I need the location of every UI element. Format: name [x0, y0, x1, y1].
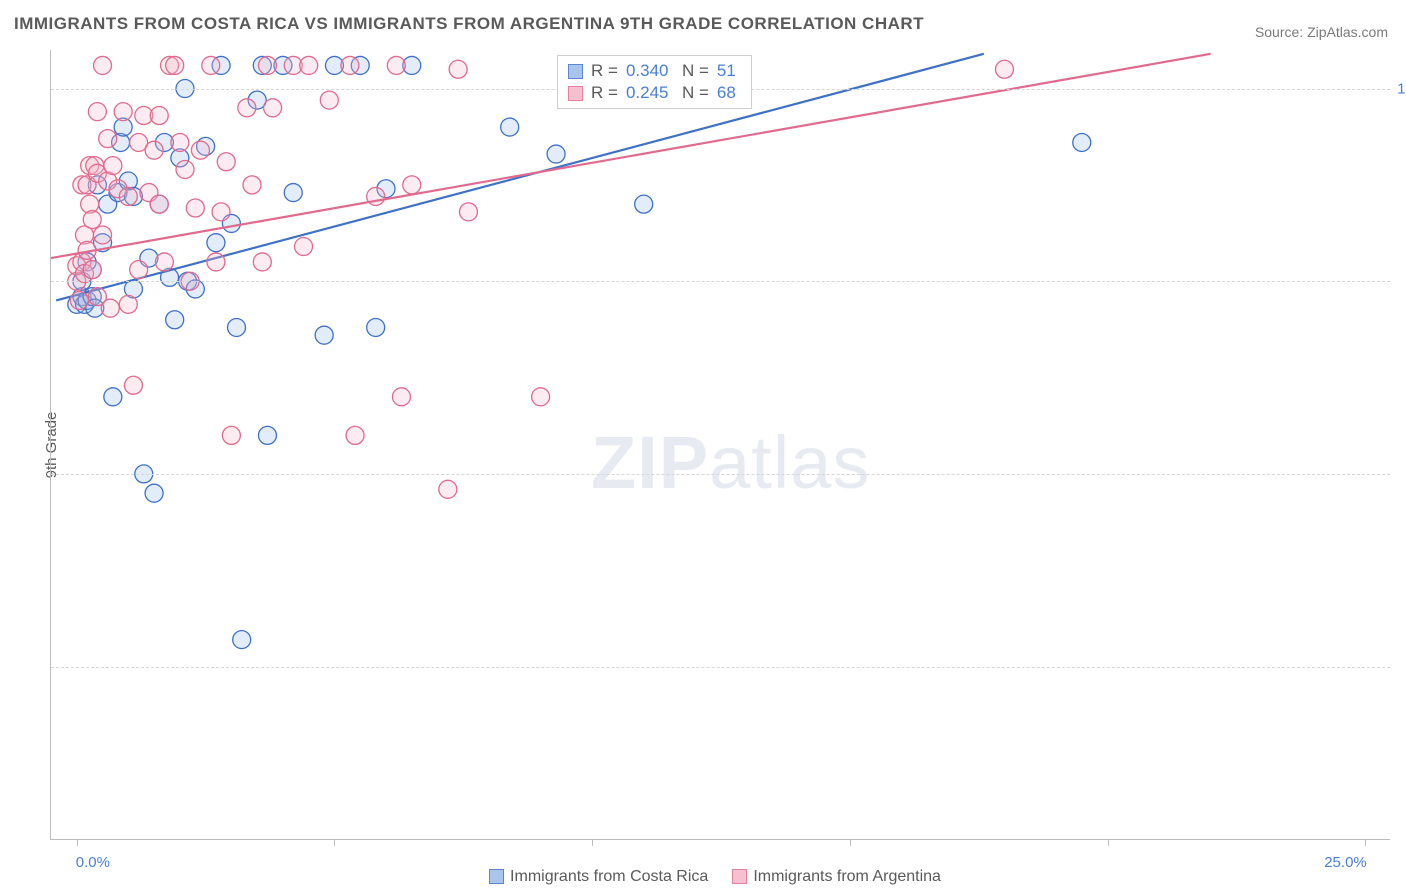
- scatter-point: [171, 133, 189, 151]
- legend-row: R = 0.245 N = 68: [568, 82, 741, 104]
- series-swatch: [732, 869, 747, 884]
- scatter-point: [243, 176, 261, 194]
- scatter-point: [341, 56, 359, 74]
- scatter-point: [119, 187, 137, 205]
- scatter-point: [635, 195, 653, 213]
- scatter-point: [547, 145, 565, 163]
- scatter-point: [1073, 133, 1091, 151]
- scatter-point: [439, 480, 457, 498]
- scatter-point: [258, 426, 276, 444]
- scatter-point: [264, 99, 282, 117]
- scatter-point: [83, 211, 101, 229]
- scatter-point: [130, 261, 148, 279]
- plot-area: ZIPatlas 85.0%90.0%95.0%100.0%: [50, 50, 1390, 840]
- legend-r-value: 0.245: [626, 83, 674, 103]
- scatter-point: [501, 118, 519, 136]
- grid-line: [51, 281, 1390, 282]
- legend-r-label: R =: [591, 61, 618, 81]
- legend-n-label: N =: [682, 83, 709, 103]
- scatter-point: [207, 253, 225, 271]
- scatter-point: [459, 203, 477, 221]
- scatter-point: [114, 103, 132, 121]
- scatter-point: [295, 238, 313, 256]
- scatter-point: [166, 56, 184, 74]
- scatter-point: [315, 326, 333, 344]
- scatter-point: [150, 195, 168, 213]
- scatter-point: [104, 157, 122, 175]
- legend-n-value: 51: [717, 61, 741, 81]
- trend-line: [56, 54, 984, 301]
- scatter-point: [176, 160, 194, 178]
- y-tick-label: 100.0%: [1397, 80, 1406, 97]
- scatter-point: [150, 107, 168, 125]
- scatter-point: [346, 426, 364, 444]
- scatter-point: [88, 103, 106, 121]
- scatter-point: [191, 141, 209, 159]
- scatter-point: [94, 56, 112, 74]
- chart-title: IMMIGRANTS FROM COSTA RICA VS IMMIGRANTS…: [14, 14, 924, 34]
- scatter-point: [222, 426, 240, 444]
- scatter-point: [532, 388, 550, 406]
- scatter-point: [124, 376, 142, 394]
- x-tick-label: 0.0%: [76, 854, 110, 871]
- scatter-point: [166, 311, 184, 329]
- scatter-point: [392, 388, 410, 406]
- legend-r-value: 0.340: [626, 61, 674, 81]
- x-tick: [334, 839, 335, 846]
- scatter-point: [217, 153, 235, 171]
- x-tick: [1365, 839, 1366, 846]
- scatter-point: [101, 299, 119, 317]
- scatter-point: [449, 60, 467, 78]
- grid-line: [51, 474, 1390, 475]
- plot-svg: [51, 50, 1390, 839]
- x-tick-label: 25.0%: [1324, 854, 1367, 871]
- x-tick: [592, 839, 593, 846]
- x-tick: [77, 839, 78, 846]
- legend-r-label: R =: [591, 83, 618, 103]
- series-label: Immigrants from Argentina: [753, 868, 941, 885]
- scatter-point: [367, 318, 385, 336]
- source-label: Source: ZipAtlas.com: [1255, 24, 1388, 40]
- scatter-point: [995, 60, 1013, 78]
- scatter-point: [258, 56, 276, 74]
- scatter-point: [233, 631, 251, 649]
- legend-swatch: [568, 64, 583, 79]
- scatter-point: [228, 318, 246, 336]
- scatter-point: [284, 184, 302, 202]
- scatter-point: [253, 253, 271, 271]
- scatter-point: [300, 56, 318, 74]
- scatter-point: [155, 253, 173, 271]
- scatter-point: [238, 99, 256, 117]
- scatter-point: [403, 176, 421, 194]
- scatter-point: [70, 291, 88, 309]
- legend-swatch: [568, 86, 583, 101]
- scatter-point: [387, 56, 405, 74]
- x-tick: [1108, 839, 1109, 846]
- scatter-point: [145, 141, 163, 159]
- scatter-point: [94, 226, 112, 244]
- series-legend: Immigrants from Costa Rica Immigrants fro…: [0, 868, 1406, 886]
- legend-n-label: N =: [682, 61, 709, 81]
- correlation-legend: R = 0.340 N = 51 R = 0.245 N = 68: [557, 55, 752, 109]
- series-swatch: [489, 869, 504, 884]
- scatter-point: [145, 484, 163, 502]
- legend-row: R = 0.340 N = 51: [568, 60, 741, 82]
- scatter-point: [207, 234, 225, 252]
- scatter-point: [104, 388, 122, 406]
- grid-line: [51, 667, 1390, 668]
- scatter-point: [119, 295, 137, 313]
- series-label: Immigrants from Costa Rica: [510, 868, 708, 885]
- x-tick: [850, 839, 851, 846]
- scatter-point: [202, 56, 220, 74]
- scatter-point: [99, 130, 117, 148]
- scatter-point: [212, 203, 230, 221]
- scatter-point: [83, 261, 101, 279]
- scatter-point: [186, 199, 204, 217]
- scatter-point: [320, 91, 338, 109]
- legend-n-value: 68: [717, 83, 741, 103]
